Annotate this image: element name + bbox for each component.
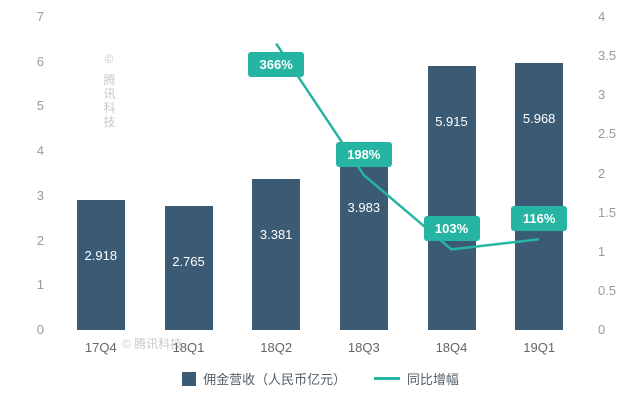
left-axis-tick: 2	[36, 232, 44, 248]
bar-18Q1	[164, 206, 213, 330]
left-axis-tick: 6	[36, 53, 44, 69]
left-axis-tick: 4	[36, 143, 44, 159]
left-axis-tick: 3	[36, 187, 44, 203]
x-axis-label-18Q1: 18Q1	[172, 340, 205, 355]
right-axis-tick: 3	[598, 87, 606, 103]
x-axis-label-19Q1: 19Q1	[523, 340, 556, 355]
legend-line-label: 同比增幅	[406, 372, 459, 387]
right-axis-tick: 2	[598, 165, 606, 181]
bar-18Q4	[427, 65, 476, 330]
legend: 佣金营收（人民币亿元） 同比增幅	[0, 369, 641, 388]
watermark-tencent-tech: © 腾讯科技	[102, 52, 116, 130]
x-axis-label-18Q4: 18Q4	[435, 340, 468, 355]
bar-value-label: 3.381	[259, 226, 293, 242]
bar-18Q3	[339, 151, 388, 330]
right-axis-tick: 4	[598, 9, 606, 24]
bar-value-label: 3.983	[347, 199, 381, 215]
watermark-tencent-tech: © 腾讯科技	[122, 337, 183, 351]
x-axis-label-17Q4: 17Q4	[84, 340, 117, 355]
bar-value-label: 5.968	[522, 111, 556, 127]
legend-item-bar: 佣金营收（人民币亿元）	[182, 369, 346, 388]
growth-label-18Q3: 198%	[335, 142, 392, 168]
legend-item-line: 同比增幅	[373, 369, 459, 388]
left-axis-tick: 0	[36, 322, 44, 337]
line-series-swatch	[373, 377, 400, 380]
right-axis-tick: 3.5	[598, 48, 617, 64]
left-axis-tick: 1	[36, 277, 44, 293]
x-axis-label-18Q3: 18Q3	[347, 340, 380, 355]
right-axis-tick: 2.5	[598, 126, 617, 142]
bar-value-label: 5.915	[435, 113, 468, 129]
bar-series-swatch	[182, 371, 197, 386]
left-axis-tick: 7	[36, 9, 44, 24]
right-axis-tick: 1	[598, 243, 606, 259]
right-axis-tick: 1.5	[598, 204, 617, 220]
right-axis-tick: 0	[598, 322, 606, 337]
x-axis-label-18Q2: 18Q2	[260, 340, 293, 355]
left-axis-tick: 5	[36, 98, 44, 114]
bar-value-label: 2.765	[172, 254, 205, 270]
growth-label-18Q4: 103%	[423, 216, 480, 242]
bar-19Q1	[515, 63, 564, 330]
growth-label-19Q1: 116%	[511, 206, 568, 232]
bar-value-label: 2.918	[84, 247, 118, 263]
growth-label-18Q2: 366%	[248, 51, 305, 77]
bar-17Q4	[76, 199, 125, 330]
legend-bar-label: 佣金营收（人民币亿元）	[203, 372, 347, 387]
bar-18Q2	[252, 178, 301, 330]
right-axis-tick: 0.5	[598, 282, 617, 298]
